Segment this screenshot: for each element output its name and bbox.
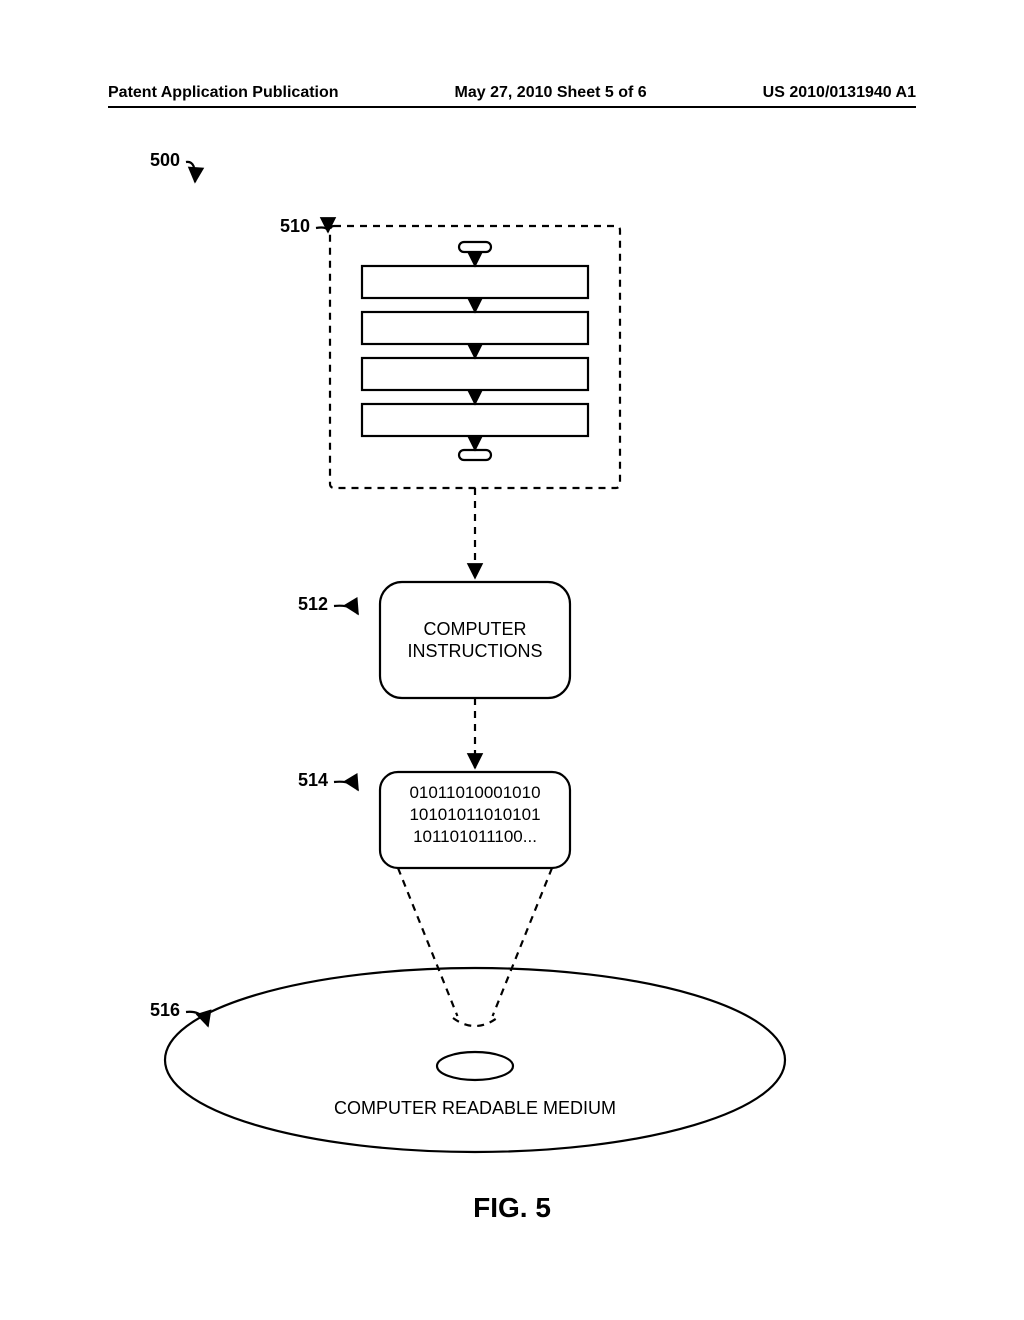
patent-diagram: COMPUTERINSTRUCTIONS 01011010001010 101010… — [0, 0, 1024, 1320]
svg-text:10101011010101: 10101011010101 — [409, 805, 540, 824]
svg-text:COMPUTER: COMPUTER — [424, 619, 527, 639]
svg-text:101101011100...: 101101011100... — [413, 827, 537, 846]
svg-text:INSTRUCTIONS: INSTRUCTIONS — [408, 641, 543, 661]
svg-text:COMPUTER READABLE MEDIUM: COMPUTER READABLE MEDIUM — [334, 1098, 616, 1118]
svg-text:01011010001010: 01011010001010 — [409, 783, 540, 802]
